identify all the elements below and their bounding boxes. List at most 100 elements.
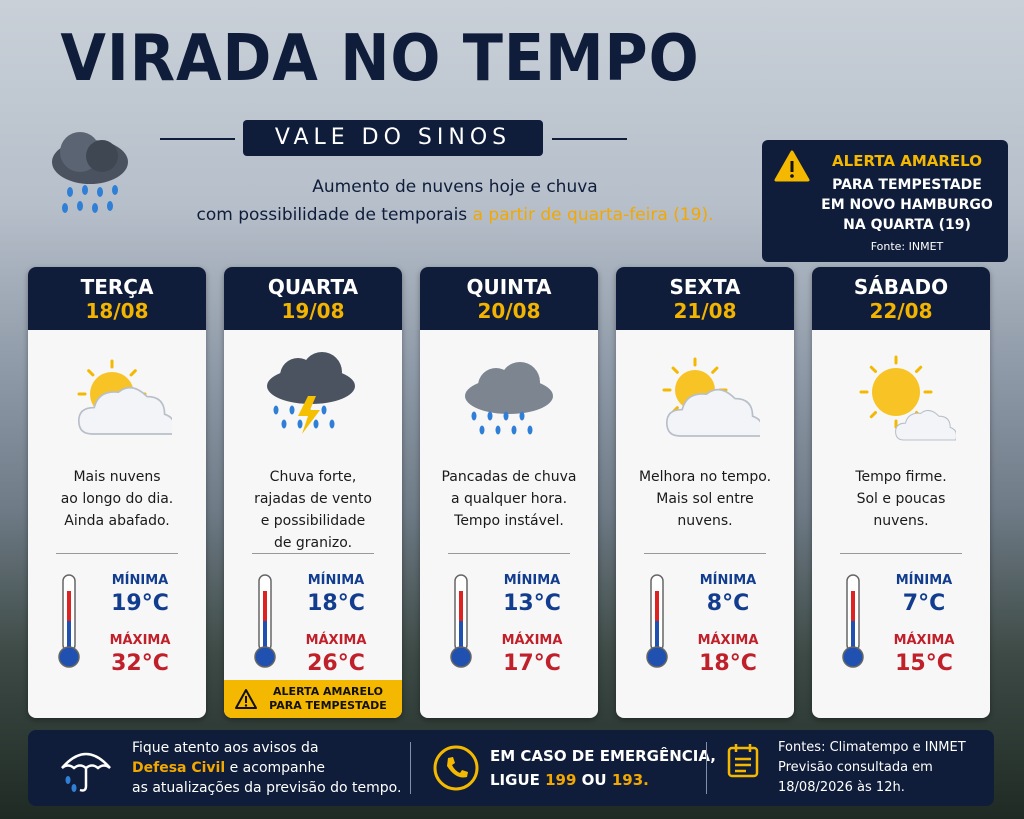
title: VIRADA NO TEMPO xyxy=(60,22,700,96)
weather-icon xyxy=(859,355,956,441)
min-temp: 19°C xyxy=(111,591,169,616)
day-name: SEXTA xyxy=(669,275,741,299)
subtitle-text: com possibilidade de temporais xyxy=(196,205,468,225)
emergency: EM CASO DE EMERGÊNCIA, LIGUE 199 OU 193. xyxy=(490,744,720,792)
weather-icon xyxy=(465,362,553,435)
divider xyxy=(410,742,411,794)
day-name: QUARTA xyxy=(267,275,359,299)
subtitle: Aumento de nuvens hoje e chuva xyxy=(312,177,598,197)
day-card: QUARTA 19/08 Chuva forte, rajadas de vento e… xyxy=(224,267,402,718)
description-line: Ainda abafado. xyxy=(64,513,170,529)
min-temp: 18°C xyxy=(307,591,365,616)
day-header: QUINTA 20/08 xyxy=(420,267,598,330)
description-line: a qualquer hora. xyxy=(450,491,568,507)
min-temp: 7°C xyxy=(902,591,946,616)
max-label: MÁXIMA xyxy=(893,633,955,648)
alert-lines: PARA TEMPESTADE EM NOVO HAMBURGO NA QUARTA… xyxy=(812,175,1002,235)
description-line: Mais sol entre xyxy=(656,491,754,507)
max-temp: 32°C xyxy=(111,651,169,676)
civil-line: Fique atento aos avisos da xyxy=(132,740,319,756)
max-label: MÁXIMA xyxy=(109,633,171,648)
description-line: Mais nuvens xyxy=(73,469,161,485)
thermometer xyxy=(58,574,80,668)
thermometer xyxy=(646,574,668,668)
description-line: de granizo. xyxy=(273,535,353,551)
day-date: 19/08 xyxy=(281,299,345,323)
description: Tempo firme. Sol e poucas nuvens. xyxy=(812,466,990,532)
warning-icon xyxy=(235,689,257,709)
description-line: rajadas de vento xyxy=(254,491,372,507)
day-card: SEXTA 21/08 Melhora no tempo. Mais sol entr… xyxy=(616,267,794,718)
thermometer xyxy=(842,574,864,668)
description-line: Tempo instável. xyxy=(454,513,564,529)
rain-icon xyxy=(52,132,128,213)
civil-line: Defesa Civil e acompanhe xyxy=(132,758,412,778)
emergency-number: 193. xyxy=(611,771,649,789)
separator xyxy=(252,553,374,554)
separator xyxy=(56,553,178,554)
description-line: Tempo firme. xyxy=(855,469,947,485)
separator xyxy=(644,553,766,554)
day-name: QUINTA xyxy=(466,275,552,299)
divider xyxy=(706,742,707,794)
max-label: MÁXIMA xyxy=(305,633,367,648)
description-line: Pancadas de chuva xyxy=(441,469,577,485)
description-line: nuvens. xyxy=(873,513,929,529)
source-line: Previsão consultada em xyxy=(778,760,933,775)
day-card: SÁBADO 22/08 Tempo firme. Sol e poucas nuven… xyxy=(812,267,990,718)
min-label: MÍNIMA xyxy=(307,573,365,588)
sources: Fontes: Climatempo e INMET Previsão consu… xyxy=(778,738,988,798)
max-temp: 15°C xyxy=(895,651,953,676)
day-alert-line: PARA TEMPESTADE xyxy=(269,699,387,712)
civil-text: e acompanhe xyxy=(229,760,325,776)
day-card: QUINTA 20/08 Pancadas de chuva a qualquer h… xyxy=(420,267,598,718)
alert-box: ALERTA AMARELO PARA TEMPESTADE EM NOVO HA… xyxy=(762,140,1008,262)
min-temp: 13°C xyxy=(503,591,561,616)
civil-text: Fique atento aos avisos da Defesa Civil … xyxy=(132,738,412,798)
weather-icon xyxy=(662,357,760,437)
alert-line: NA QUARTA (19) xyxy=(843,217,971,233)
description: Mais nuvens ao longo do dia. Ainda abafado… xyxy=(28,466,206,532)
alert-line: PARA TEMPESTADE xyxy=(832,177,982,193)
day-name: SÁBADO xyxy=(853,275,949,299)
day-alert-line: ALERTA AMARELO xyxy=(273,685,383,698)
day-alert-text: ALERTA AMARELO PARA TEMPESTADE xyxy=(258,685,398,713)
day-date: 21/08 xyxy=(673,299,737,323)
emergency-text: LIGUE xyxy=(490,771,540,789)
alert-line: EM NOVO HAMBURGO xyxy=(821,197,993,213)
description: Pancadas de chuva a qualquer hora. Tempo i… xyxy=(420,466,598,532)
alert-source: Fonte: INMET xyxy=(870,240,944,253)
rule xyxy=(160,138,235,140)
warning-icon xyxy=(774,150,810,182)
min-label: MÍNIMA xyxy=(111,573,169,588)
source-line: 18/08/2026 às 12h. xyxy=(778,780,905,795)
thermometer xyxy=(450,574,472,668)
day-header: TERÇA 18/08 xyxy=(28,267,206,330)
separator xyxy=(448,553,570,554)
separator xyxy=(840,553,962,554)
description-line: e possibilidade xyxy=(260,513,366,529)
day-header: SEXTA 21/08 xyxy=(616,267,794,330)
thermometer xyxy=(254,574,276,668)
emergency-line: LIGUE 199 OU 193. xyxy=(490,768,720,792)
emergency-line: EM CASO DE EMERGÊNCIA, xyxy=(490,747,716,765)
description-line: Melhora no tempo. xyxy=(638,469,772,485)
description-line: Chuva forte, xyxy=(269,469,357,485)
min-label: MÍNIMA xyxy=(895,573,953,588)
max-temp: 18°C xyxy=(699,651,757,676)
min-temp: 8°C xyxy=(706,591,750,616)
day-alert: ALERTA AMARELO PARA TEMPESTADE xyxy=(224,680,402,718)
day-date: 22/08 xyxy=(869,299,933,323)
description: Chuva forte, rajadas de vento e possibilid… xyxy=(224,466,402,554)
max-temp: 26°C xyxy=(307,651,365,676)
civil-highlight: Defesa Civil xyxy=(132,760,226,776)
subtitle-highlight: a partir de quarta-feira (19). xyxy=(472,205,714,225)
emergency-text: OU xyxy=(581,771,607,789)
max-label: MÁXIMA xyxy=(501,633,563,648)
source-line: Fontes: Climatempo e INMET xyxy=(778,740,966,755)
weather-icon xyxy=(267,352,355,434)
weather-icon xyxy=(77,359,172,435)
footer: Fique atento aos avisos da Defesa Civil … xyxy=(28,730,994,806)
emergency-number: 199 xyxy=(545,771,577,789)
